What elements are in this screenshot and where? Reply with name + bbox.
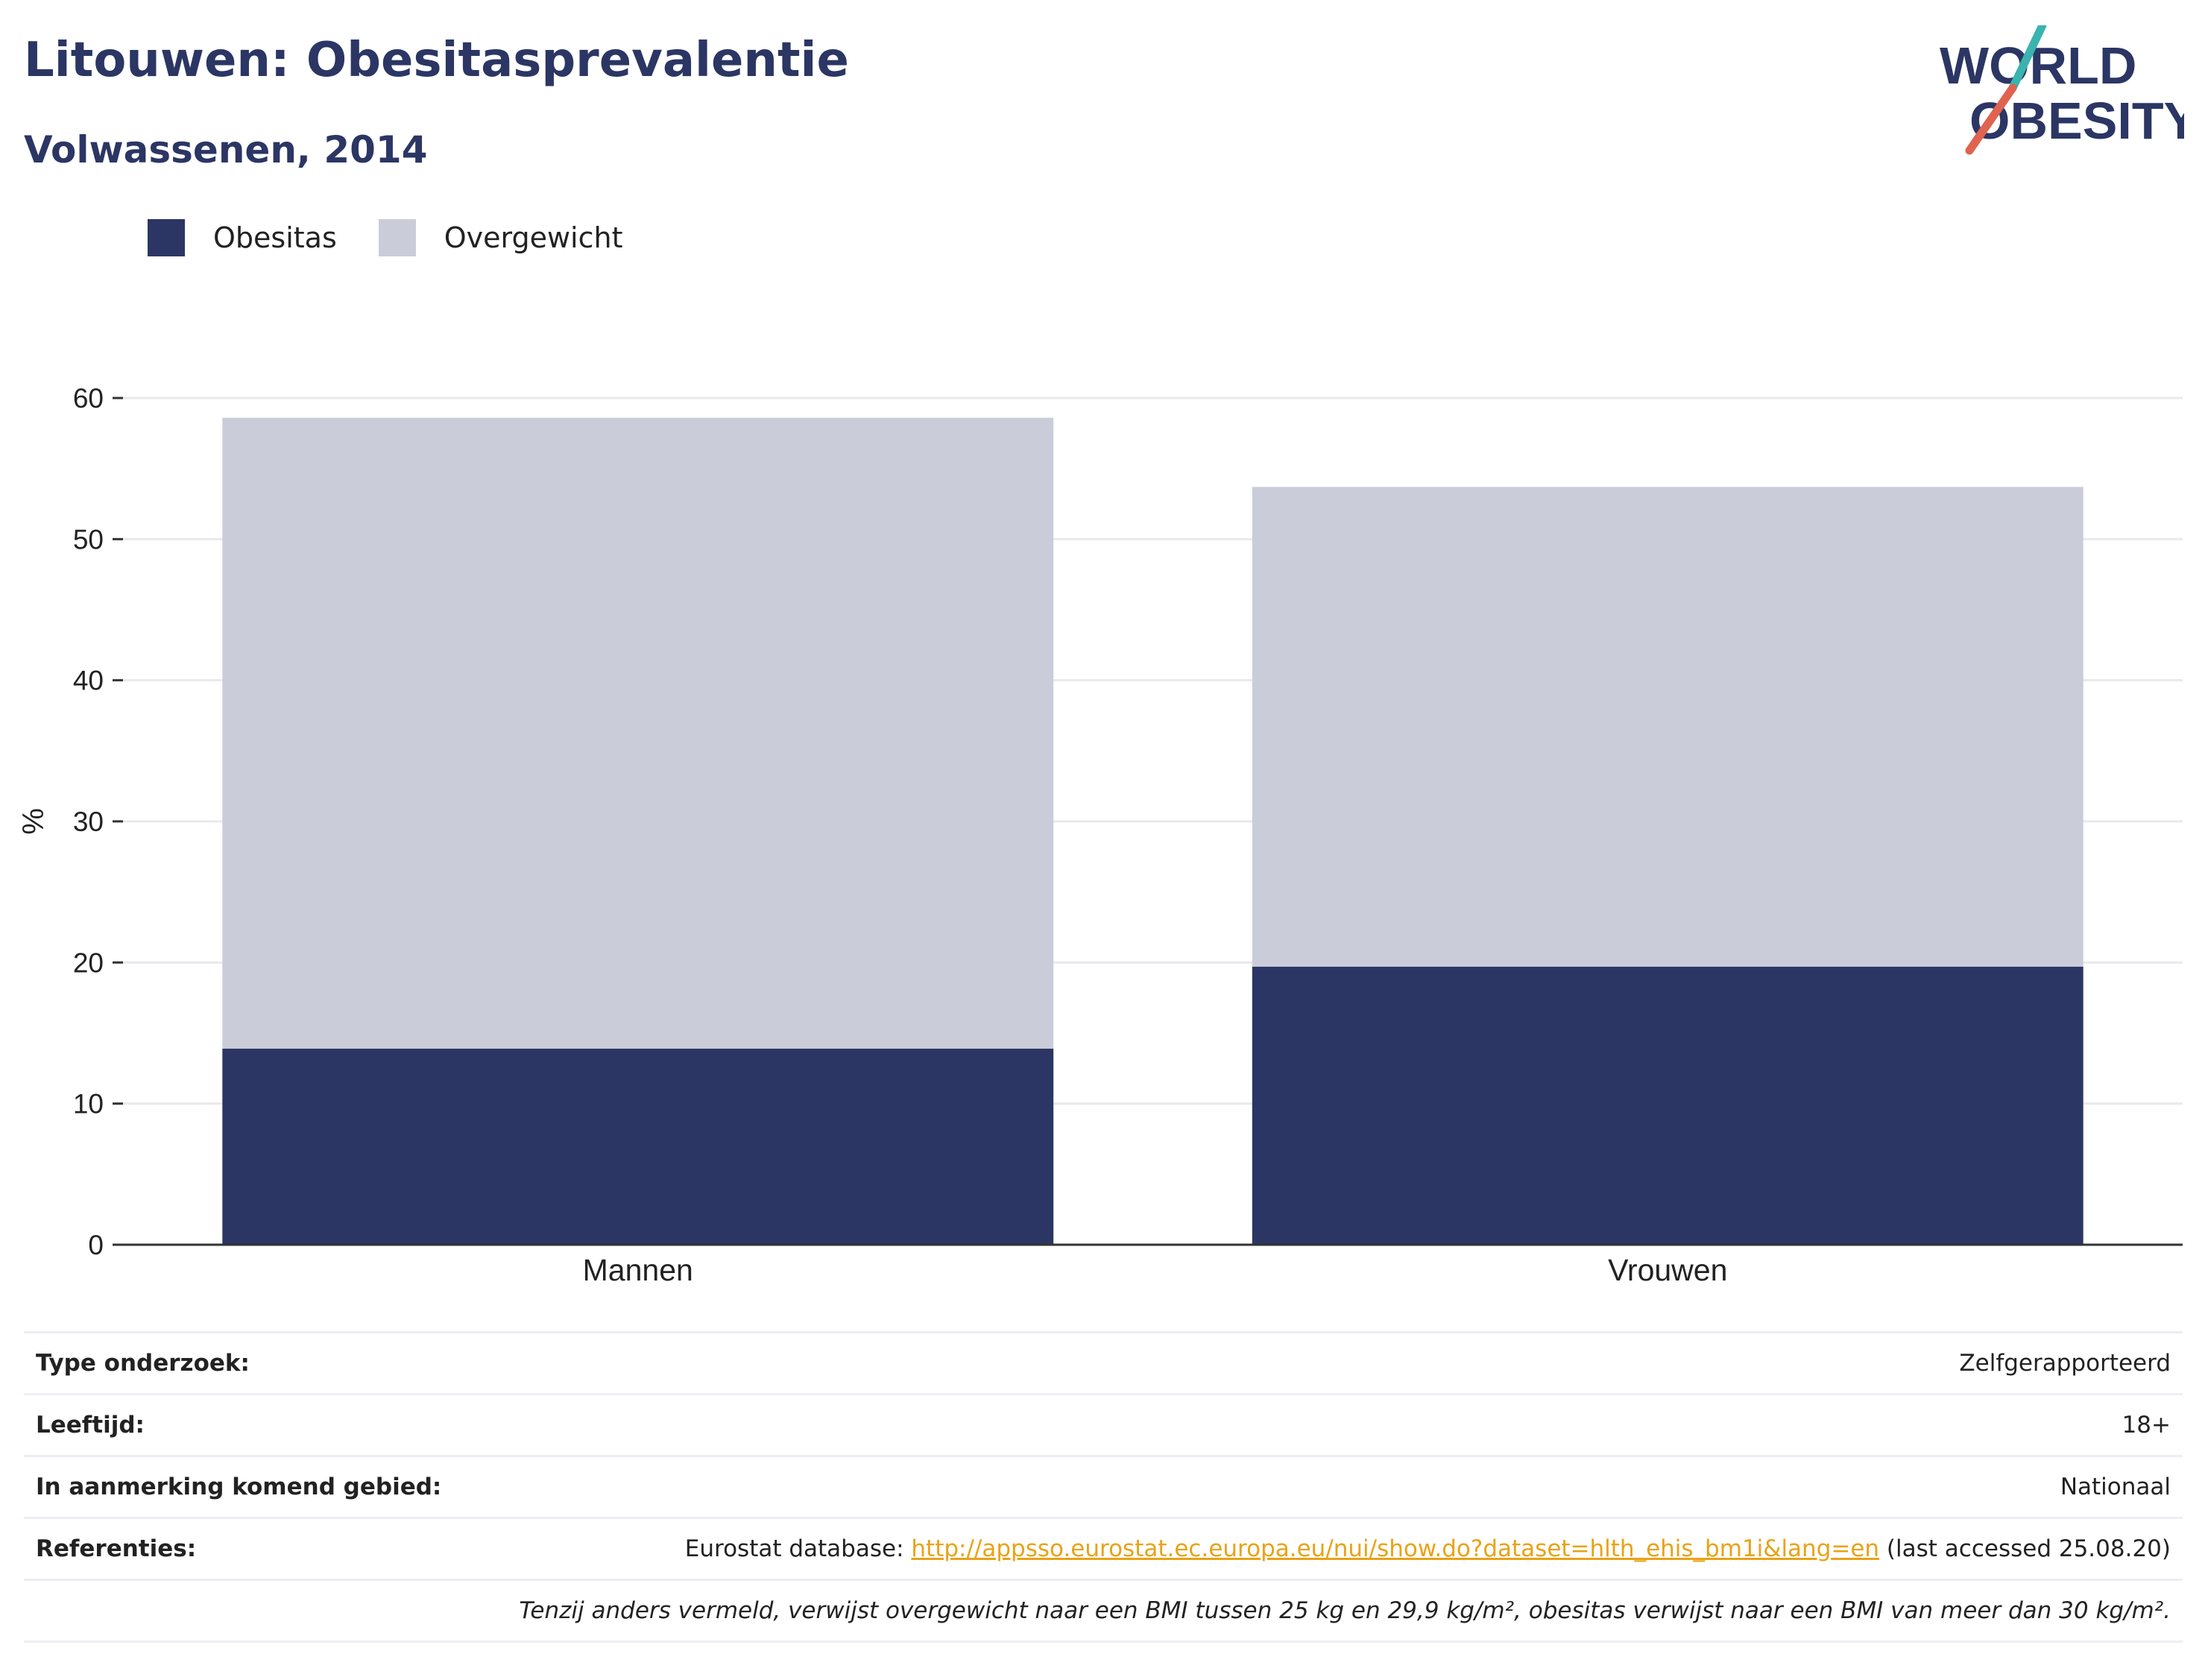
y-tick-label: 10 (73, 1089, 104, 1120)
footnote: Tenzij anders vermeld, verwijst overgewi… (24, 1579, 2183, 1643)
logo-slash-top (2008, 25, 2047, 92)
info-row: Leeftijd: 18+ (24, 1393, 2183, 1456)
legend-swatch-overgewicht (378, 219, 416, 256)
legend: Obesitas Overgewicht (148, 219, 665, 256)
bar-overgewicht-vrouwen (1252, 487, 2083, 967)
bar-obesitas-vrouwen (1252, 967, 2083, 1245)
legend-swatch-obesitas (148, 219, 185, 256)
reference-prefix: Eurostat database: (684, 1535, 912, 1562)
info-value-area: Nationaal (502, 1455, 2183, 1518)
reference-suffix: (last accessed 25.08.20) (1879, 1535, 2171, 1562)
y-tick-label: 40 (73, 666, 104, 696)
world-obesity-logo: WORLD OBESITY (1940, 25, 2184, 155)
reference-link[interactable]: http://appsso.eurostat.ec.europa.eu/nui/… (911, 1535, 1880, 1562)
info-table: Type onderzoek: Zelfgerapporteerd Leefti… (24, 1331, 2183, 1643)
y-tick-label: 50 (73, 524, 104, 555)
y-tick-label: 0 (88, 1230, 104, 1260)
y-tick-label: 20 (73, 947, 104, 978)
logo-text-world: WORLD (1940, 37, 2136, 95)
legend-item-obesitas[interactable]: Obesitas (148, 219, 337, 256)
y-axis-label: % (17, 808, 50, 835)
bar-overgewicht-mannen (222, 417, 1054, 1049)
bar-obesitas-mannen (222, 1048, 1054, 1245)
legend-label-overgewicht: Overgewicht (444, 221, 623, 254)
info-key-area: In aanmerking komend gebied: (24, 1455, 502, 1518)
chart-title: Litouwen: Obesitasprevalentie (24, 33, 849, 88)
info-row-references: Referenties: Eurostat database: http://a… (24, 1517, 2183, 1580)
info-value-survey-type: Zelfgerapporteerd (502, 1331, 2183, 1395)
y-tick-label: 60 (73, 383, 104, 414)
y-tick-label: 30 (73, 806, 104, 837)
stacked-bar-chart: 0 10 20 30 40 50 60% Mannen Vrouwen (17, 383, 2183, 1287)
legend-item-overgewicht[interactable]: Overgewicht (378, 219, 623, 256)
info-value-age: 18+ (502, 1393, 2183, 1456)
chart-subtitle: Volwassenen, 2014 (24, 128, 428, 171)
logo-slash-bottom (1965, 83, 2017, 155)
info-key-references: Referenties: (24, 1517, 502, 1580)
info-row: In aanmerking komend gebied: Nationaal (24, 1455, 2183, 1518)
info-row: Type onderzoek: Zelfgerapporteerd (24, 1331, 2183, 1395)
info-row-footnote: Tenzij anders vermeld, verwijst overgewi… (24, 1579, 2183, 1643)
info-key-age: Leeftijd: (24, 1393, 502, 1456)
info-value-references: Eurostat database: http://appsso.eurosta… (502, 1517, 2183, 1580)
legend-label-obesitas: Obesitas (213, 221, 337, 254)
x-tick-label: Vrouwen (1608, 1253, 1727, 1287)
info-key-survey-type: Type onderzoek: (24, 1331, 502, 1395)
x-tick-label: Mannen (583, 1253, 693, 1287)
